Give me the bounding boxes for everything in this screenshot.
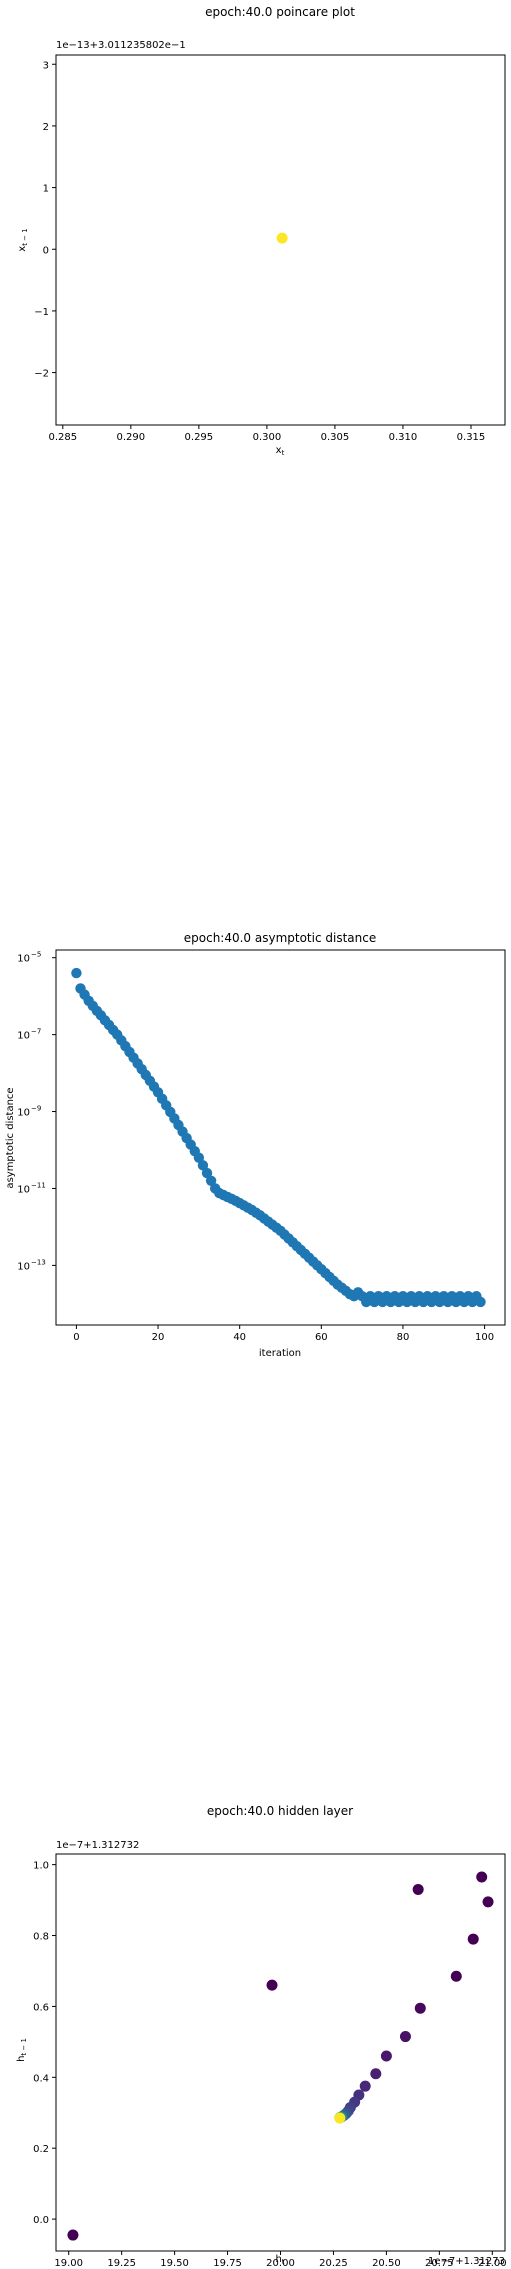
chart-2-x-tick-label: 0 [73, 1332, 79, 1343]
chart-2-point [193, 1152, 205, 1163]
chart-1-y-tick-label: 3 [43, 60, 49, 71]
chart-3-x-tick-label: 21.00 [478, 2258, 507, 2269]
chart-2-y-tick-label: 10 [17, 1261, 30, 1272]
chart-3-x-tick-label: 19.25 [107, 2258, 136, 2269]
chart-2-y-tick-exponent: −9 [31, 1105, 41, 1113]
chart-3-y-tick-label: 0.2 [33, 2144, 49, 2155]
chart-1-axes-frame [55, 54, 506, 426]
chart-3-y-tick-label: 0.0 [33, 2215, 49, 2226]
chart-3-y-tick-label: 0.8 [33, 1932, 49, 1943]
chart-1-points [276, 232, 288, 244]
chart-3-title: epoch:40.0 hidden layer [207, 1804, 353, 1818]
chart-2-x-tick-label: 20 [152, 1332, 165, 1343]
chart-2-x-tick-label: 80 [397, 1332, 410, 1343]
chart-2-y-tick-label: 10 [17, 1108, 30, 1119]
chart-2-point [205, 1175, 217, 1186]
chart-2: epoch:40.0 asymptotic distance 0 20 40 60 80… [5, 931, 506, 1359]
chart-1-y-offset: 1e−13+3.011235802e−1 [56, 40, 186, 51]
chart-1-x-label: xt [276, 445, 285, 457]
chart-3-point [266, 1979, 278, 1991]
chart-3-x-tick-label: 20.25 [319, 2258, 348, 2269]
chart-3-y-label: ht − 1 [16, 2038, 28, 2062]
chart-1-x-tick-label: 0.290 [117, 432, 146, 443]
chart-2-y-tick-exponent: −7 [31, 1028, 41, 1036]
chart-3-x-ticks: 19.00 19.25 19.50 19.75 20.00 20.25 20.50 20.75… [54, 2251, 507, 2269]
chart-1-x-tick-label: 0.300 [253, 432, 282, 443]
chart-1-y-tick-label: 0 [43, 245, 49, 256]
chart-1-y-tick-label: 2 [43, 122, 49, 133]
chart-3-point [67, 2229, 79, 2241]
chart-1-y-label: xt − 1 [17, 228, 29, 251]
chart-3-x-tick-label: 20.00 [266, 2258, 295, 2269]
chart-2-y-label: asymptotic distance [5, 1087, 16, 1188]
chart-3-x-offset: 1e−7+1.31273 [428, 2256, 505, 2267]
chart-3-y-offset: 1e−7+1.312732 [56, 1840, 139, 1851]
chart-2-y-tick-label: 10 [17, 1184, 30, 1195]
chart-2-x-tick-label: 40 [233, 1332, 246, 1343]
chart-3-point [476, 1871, 488, 1883]
chart-1-title: epoch:40.0 poincare plot [205, 5, 355, 19]
chart-3-point [334, 2112, 346, 2124]
chart-3-point [370, 2068, 382, 2080]
chart-2-axes-frame [55, 949, 506, 1326]
chart-2-point [475, 1296, 486, 1308]
chart-3-x-tick-label: 19.50 [160, 2258, 189, 2269]
chart-2-point [197, 1160, 209, 1171]
chart-2-point [71, 967, 82, 979]
chart-3: epoch:40.0 hidden layer 1e−7+1.312732 19… [16, 1804, 507, 2269]
chart-2-y-tick-exponent: −5 [31, 951, 41, 959]
chart-3-point [359, 2080, 371, 2092]
chart-1-x-tick-label: 0.315 [457, 432, 486, 443]
chart-2-title: epoch:40.0 asymptotic distance [184, 931, 376, 945]
chart-3-point [467, 1933, 479, 1945]
chart-2-y-tick-label: 10 [17, 1031, 30, 1042]
chart-1-x-tick-label: 0.285 [48, 432, 77, 443]
chart-3-x-tick-label: 19.75 [213, 2258, 242, 2269]
chart-3-x-label: ht [275, 2254, 284, 2266]
chart-2-point [201, 1167, 213, 1179]
chart-3-x-tick-label: 20.50 [372, 2258, 401, 2269]
chart-1: epoch:40.0 poincare plot 1e−13+3.0112358… [17, 5, 506, 457]
chart-1-x-tick-label: 0.295 [185, 432, 214, 443]
chart-2-y-tick-label: 10 [17, 954, 30, 965]
chart-1-point [276, 232, 288, 244]
chart-2-y-tick-exponent: −13 [31, 1258, 46, 1266]
chart-3-x-tick-label: 19.00 [54, 2258, 83, 2269]
chart-3-point [380, 2050, 392, 2062]
chart-1-y-tick-label: 1 [43, 184, 49, 195]
chart-2-x-tick-label: 100 [475, 1332, 494, 1343]
chart-3-y-tick-label: 1.0 [33, 1861, 49, 1872]
chart-2-y-tick-exponent: −11 [31, 1181, 46, 1189]
chart-3-x-tick-label: 20.75 [425, 2258, 454, 2269]
chart-1-x-ticks: 0.285 0.290 0.295 0.300 0.305 0.310 0.315 [48, 425, 485, 443]
chart-1-y-tick-label: −2 [34, 369, 49, 380]
chart-3-y-tick-label: 0.6 [33, 2002, 49, 2013]
chart-1-x-tick-label: 0.310 [389, 432, 418, 443]
chart-3-point [450, 1970, 462, 1982]
chart-2-x-label: iteration [259, 1348, 301, 1359]
chart-3-points [67, 1871, 494, 2241]
chart-1-y-tick-label: −1 [34, 307, 49, 318]
chart-3-y-ticks: 0.0 0.2 0.4 0.6 0.8 1.0 [33, 1861, 56, 2226]
chart-3-point [399, 2031, 411, 2043]
chart-1-x-tick-label: 0.305 [321, 432, 350, 443]
chart-2-x-ticks: 0 20 40 60 80 100 [73, 1325, 494, 1343]
chart-3-axes-frame [55, 1853, 506, 2252]
chart-3-point [414, 2002, 426, 2014]
chart-3-point [412, 1883, 424, 1895]
chart-2-x-tick-label: 60 [315, 1332, 328, 1343]
chart-1-y-ticks: −2 −1 0 1 2 3 [34, 60, 56, 380]
chart-3-point [482, 1896, 494, 1908]
chart-2-points [71, 967, 486, 1308]
chart-3-y-tick-label: 0.4 [33, 2073, 49, 2084]
